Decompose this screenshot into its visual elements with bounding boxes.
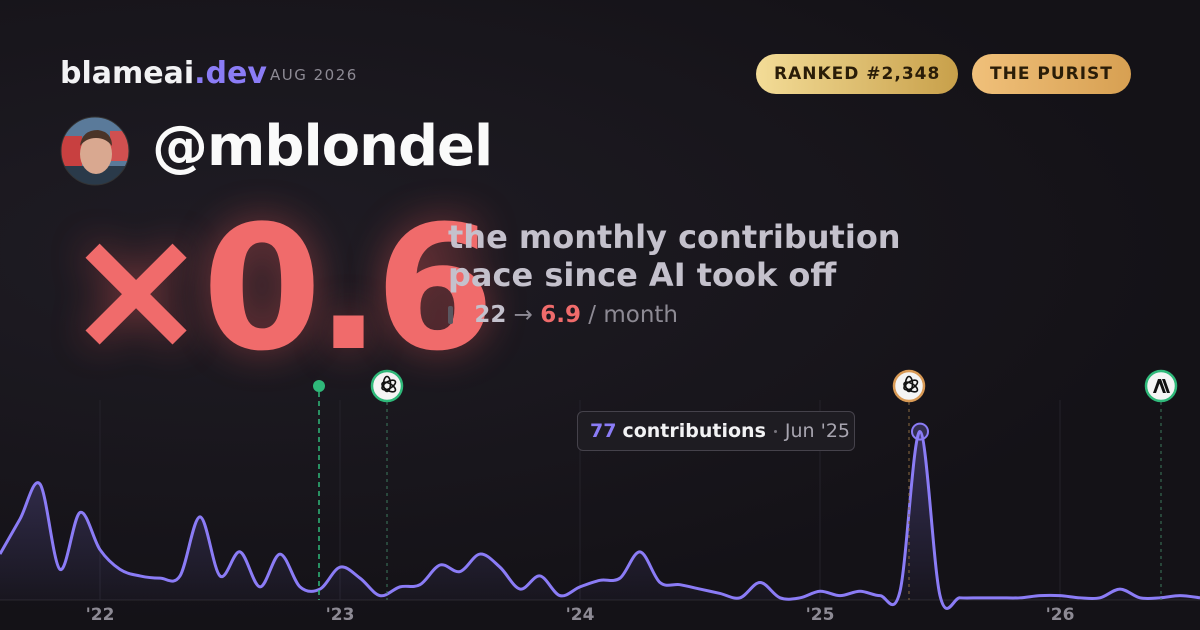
pace-from: 22 <box>474 302 507 328</box>
tooltip-text: contributions <box>622 420 766 442</box>
events <box>313 369 1178 600</box>
rank-badge: RANKED #2,348 <box>756 54 959 94</box>
brand-name: blameai <box>60 56 195 91</box>
description: the monthly contribution <box>448 218 901 256</box>
peak-marker <box>911 422 929 441</box>
pace-bar-icon <box>448 306 453 324</box>
event-dot <box>313 380 325 392</box>
x-tick-label: '26 <box>1046 605 1075 625</box>
description: pace since AI took off <box>448 256 837 294</box>
x-tick-label: '25 <box>806 605 835 625</box>
openai-icon <box>370 369 404 403</box>
username: @mblondel <box>152 114 493 179</box>
tooltip-value: 77 <box>590 420 617 442</box>
pace-to: 6.9 <box>540 302 581 328</box>
x-tick-label: '22 <box>86 605 115 625</box>
brand-tld: .dev <box>194 56 267 91</box>
avatar <box>60 116 130 186</box>
pace: 22 → 6.9 / month <box>448 302 678 328</box>
tooltip-date: Jun '25 <box>784 420 851 442</box>
pace-arrow: → <box>513 302 533 328</box>
openai-icon <box>892 369 926 403</box>
tooltip: 77 contributions Jun '25 <box>577 411 855 451</box>
line <box>0 430 1200 610</box>
x-tick-label: '24 <box>566 605 595 625</box>
multiplier: ×0.6 <box>64 188 495 389</box>
pace-unit: / month <box>588 302 679 328</box>
title-badge: THE PURIST <box>972 54 1131 94</box>
x-tick-label: '23 <box>326 605 355 625</box>
tooltip-separator <box>773 430 777 433</box>
area <box>0 431 1200 609</box>
brand: blameai.dev <box>60 56 267 91</box>
pace-dot-icon <box>456 315 463 322</box>
anthropic-icon <box>1144 369 1178 403</box>
date: AUG 2026 <box>270 66 358 84</box>
